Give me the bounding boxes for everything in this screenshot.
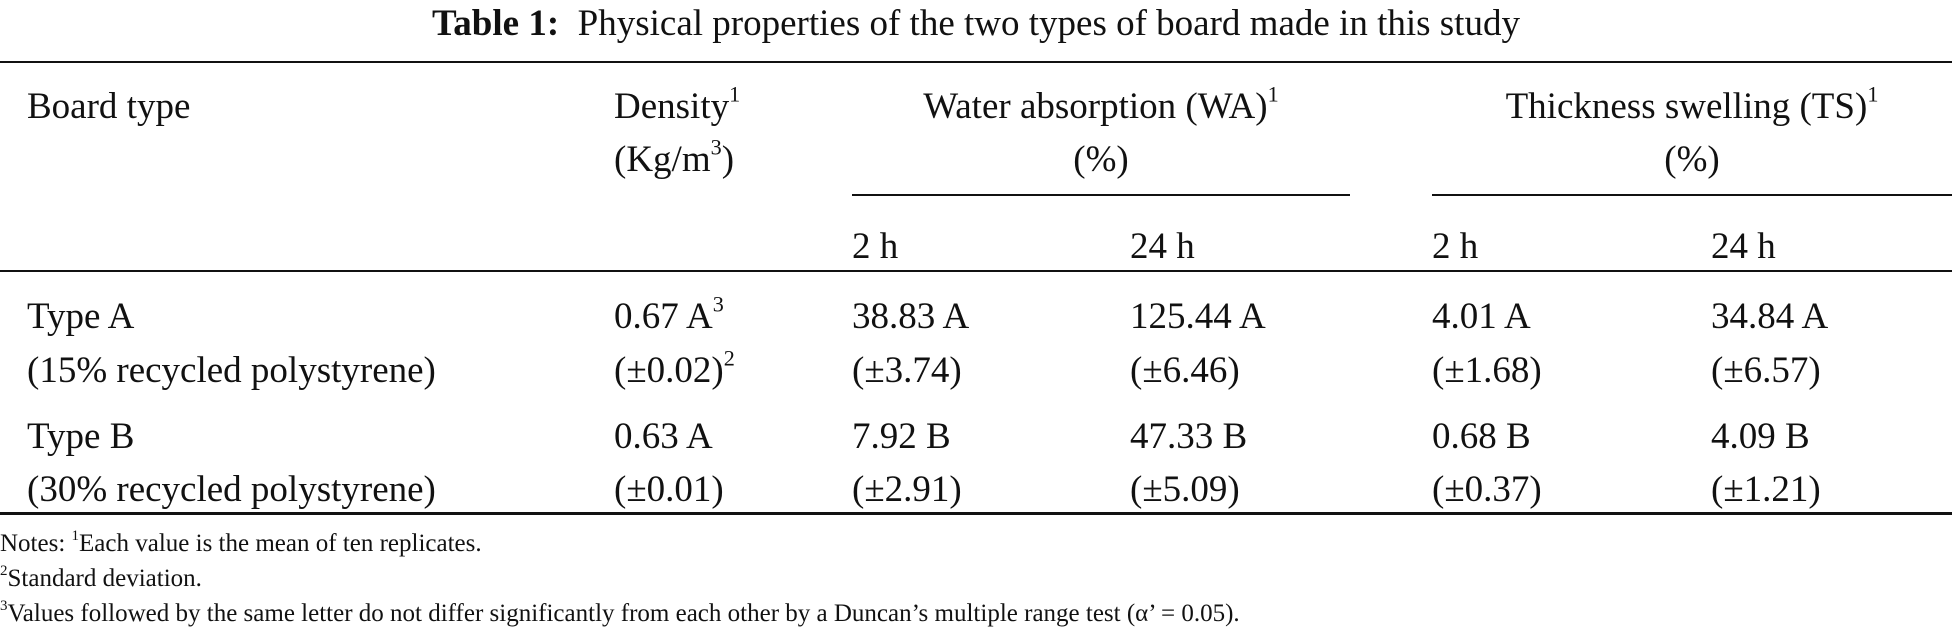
- row-b-wa-24h-sd: (±5.09): [1130, 469, 1240, 510]
- row-a-ts-24h-sd: (±6.57): [1711, 350, 1821, 391]
- row-a-wa-2h: 38.83 A: [852, 296, 970, 337]
- row-b-density-sd: (±0.01): [614, 469, 724, 510]
- row-a-density: 0.67 A3: [614, 291, 724, 337]
- header-ts-unit: (%): [1664, 139, 1720, 180]
- wa-rule: [852, 194, 1350, 196]
- row-b-density: 0.63 A: [614, 416, 713, 457]
- row-a-wa-2h-sd: (±3.74): [852, 350, 962, 391]
- row-b-wa-2h: 7.92 B: [852, 416, 951, 457]
- row-b-wa-24h: 47.33 B: [1130, 416, 1248, 457]
- row-b-ts-2h: 0.68 B: [1432, 416, 1531, 457]
- bottom-rule: [0, 512, 1952, 515]
- sub-header-wa-24h: 24 h: [1130, 226, 1195, 267]
- header-ts: Thickness swelling (TS)1: [1505, 81, 1879, 127]
- table-caption: Physical properties of the two types of …: [577, 3, 1520, 44]
- row-a-density-sd: (±0.02)2: [614, 345, 735, 391]
- row-a-ts-24h: 34.84 A: [1711, 296, 1829, 337]
- header-rule: [0, 270, 1952, 272]
- row-a-ts-2h: 4.01 A: [1432, 296, 1531, 337]
- row-b-type: Type B: [27, 416, 135, 457]
- header-density-unit: (Kg/m3): [614, 134, 735, 180]
- row-b-ts-2h-sd: (±0.37): [1432, 469, 1542, 510]
- ts-rule: [1432, 194, 1952, 196]
- row-b-desc: (30% recycled polystyrene): [27, 469, 436, 510]
- header-density: Density1: [614, 81, 741, 127]
- sub-header-ts-24h: 24 h: [1711, 226, 1776, 267]
- row-a-wa-24h-sd: (±6.46): [1130, 350, 1240, 391]
- row-a-ts-2h-sd: (±1.68): [1432, 350, 1542, 391]
- table-label: Table 1:: [432, 3, 560, 44]
- sub-header-wa-2h: 2 h: [852, 226, 899, 267]
- header-wa-unit: (%): [1073, 139, 1129, 180]
- header-wa: Water absorption (WA)1: [923, 81, 1279, 127]
- row-a-wa-24h: 125.44 A: [1130, 296, 1266, 337]
- row-b-ts-24h-sd: (±1.21): [1711, 469, 1821, 510]
- row-a-desc: (15% recycled polystyrene): [27, 350, 436, 391]
- note-3: 3Values followed by the same letter do n…: [0, 597, 1240, 627]
- note-2: 2Standard deviation.: [0, 562, 202, 592]
- note-1: Notes: 1Each value is the mean of ten re…: [0, 527, 482, 557]
- header-board-type: Board type: [27, 86, 191, 127]
- table-title: Table 1: Physical properties of the two …: [0, 2, 1952, 45]
- row-a-type: Type A: [27, 296, 135, 337]
- sub-header-ts-2h: 2 h: [1432, 226, 1479, 267]
- top-rule: [0, 61, 1952, 63]
- row-b-ts-24h: 4.09 B: [1711, 416, 1810, 457]
- row-b-wa-2h-sd: (±2.91): [852, 469, 962, 510]
